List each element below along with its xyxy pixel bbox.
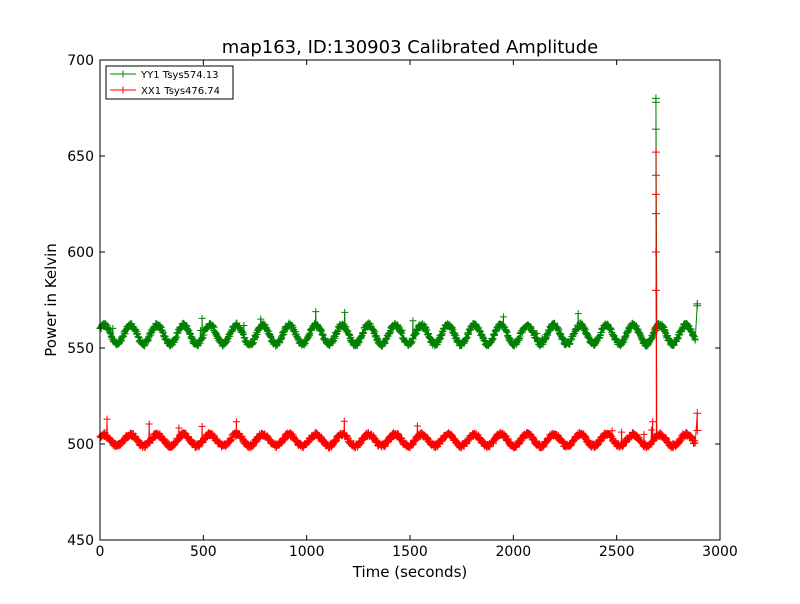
data-marker <box>312 308 320 316</box>
data-marker <box>640 430 648 438</box>
y-tick-label: 550 <box>67 341 94 357</box>
x-tick-label: 1500 <box>392 544 428 560</box>
data-marker <box>691 336 699 344</box>
legend-marker <box>119 86 127 94</box>
data-marker <box>618 428 626 436</box>
spike-marker <box>651 94 660 103</box>
y-tick-label: 650 <box>67 149 94 165</box>
end-marker <box>693 409 702 418</box>
legend: YY1 Tsys574.13 XX1 Tsys476.74 <box>105 65 234 100</box>
spike-marker <box>651 148 660 157</box>
data-marker <box>145 420 153 428</box>
data-marker <box>647 426 655 434</box>
chart-title: map163, ID:130903 Calibrated Amplitude <box>222 37 598 58</box>
spike-marker <box>651 324 660 333</box>
data-marker <box>608 427 616 435</box>
data-marker <box>198 423 206 431</box>
data-marker <box>239 331 247 339</box>
spike-marker <box>651 125 660 134</box>
data-marker <box>341 308 349 316</box>
data-marker <box>240 322 248 330</box>
plot-layer <box>96 94 702 452</box>
spike-marker <box>651 190 660 199</box>
series-yy1 <box>96 94 702 350</box>
legend-box <box>105 65 234 100</box>
data-marker <box>109 324 117 332</box>
data-marker <box>103 415 111 423</box>
y-tick-label: 600 <box>67 245 94 261</box>
data-marker <box>413 422 421 430</box>
data-marker <box>649 418 657 426</box>
legend-label: YY1 Tsys574.13 <box>140 70 219 81</box>
spike-marker <box>651 248 660 256</box>
data-marker <box>175 424 183 432</box>
x-tick-label: 2000 <box>496 544 532 560</box>
x-axis-label: Time (seconds) <box>352 563 468 581</box>
data-marker <box>198 314 206 322</box>
data-marker <box>398 326 406 334</box>
data-marker <box>691 439 699 447</box>
y-tick-label: 450 <box>67 533 94 549</box>
data-marker <box>340 417 348 425</box>
x-tick-label: 0 <box>96 544 105 560</box>
end-marker <box>693 301 702 310</box>
x-tick-label: 2500 <box>599 544 635 560</box>
data-marker <box>232 418 240 426</box>
x-tick-label: 1000 <box>289 544 325 560</box>
y-axis-label: Power in Kelvin <box>42 243 60 357</box>
data-marker <box>499 313 507 321</box>
data-marker <box>574 310 582 318</box>
legend-marker <box>119 70 127 78</box>
data-marker <box>196 339 204 347</box>
data-marker <box>340 321 348 329</box>
spike-marker <box>651 286 660 295</box>
y-tick-label: 500 <box>67 437 94 453</box>
data-marker <box>533 329 541 337</box>
end-marker <box>693 426 702 435</box>
legend-label: XX1 Tsys476.74 <box>141 86 220 97</box>
y-tick-label: 700 <box>67 53 94 69</box>
data-marker <box>409 317 417 325</box>
series-xx1 <box>96 148 702 452</box>
x-tick-label: 500 <box>190 544 217 560</box>
data-marker <box>257 315 265 323</box>
axes-layer: 0 500 1000 1500 2000 2500 3000 450 500 550 600 650 7… <box>67 53 738 560</box>
x-tick-label: 3000 <box>702 544 738 560</box>
